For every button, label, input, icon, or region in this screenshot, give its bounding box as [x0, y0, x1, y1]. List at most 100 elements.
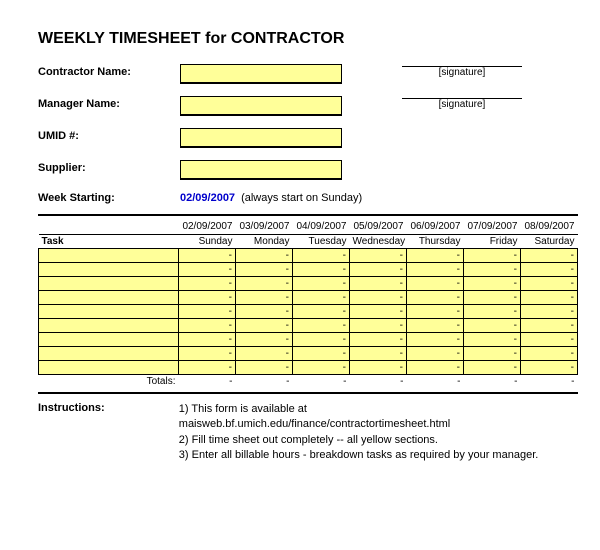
- hours-cell[interactable]: -: [179, 346, 236, 360]
- hours-cell[interactable]: -: [236, 346, 293, 360]
- date-col: 05/09/2007: [350, 220, 407, 234]
- hours-cell[interactable]: -: [236, 332, 293, 346]
- hours-cell[interactable]: -: [236, 276, 293, 290]
- task-cell[interactable]: [39, 360, 179, 374]
- umid-input[interactable]: [180, 128, 342, 148]
- hours-cell[interactable]: -: [407, 276, 464, 290]
- supplier-row: Supplier:: [38, 160, 578, 180]
- hours-cell[interactable]: -: [350, 248, 407, 262]
- totals-label: Totals:: [39, 374, 179, 388]
- total-cell: -: [179, 374, 236, 388]
- date-col: 06/09/2007: [407, 220, 464, 234]
- day-col: Thursday: [407, 234, 464, 248]
- total-cell: -: [521, 374, 578, 388]
- instruction-line: 2) Fill time sheet out completely -- all…: [179, 433, 578, 448]
- contractor-label: Contractor Name:: [38, 64, 180, 78]
- hours-cell[interactable]: -: [293, 276, 350, 290]
- date-col: 03/09/2007: [236, 220, 293, 234]
- hours-cell[interactable]: -: [521, 290, 578, 304]
- hours-cell[interactable]: -: [521, 332, 578, 346]
- timesheet-table: 02/09/2007 03/09/2007 04/09/2007 05/09/2…: [38, 220, 578, 388]
- task-cell[interactable]: [39, 262, 179, 276]
- hours-cell[interactable]: -: [236, 318, 293, 332]
- hours-cell[interactable]: -: [464, 360, 521, 374]
- hours-cell[interactable]: -: [407, 318, 464, 332]
- task-header: Task: [39, 234, 179, 248]
- hours-cell[interactable]: -: [293, 248, 350, 262]
- hours-cell[interactable]: -: [350, 304, 407, 318]
- hours-cell[interactable]: -: [179, 318, 236, 332]
- hours-cell[interactable]: -: [407, 290, 464, 304]
- hours-cell[interactable]: -: [464, 248, 521, 262]
- task-cell[interactable]: [39, 346, 179, 360]
- hours-cell[interactable]: -: [521, 248, 578, 262]
- table-row: -------: [39, 332, 578, 346]
- hours-cell[interactable]: -: [521, 304, 578, 318]
- hours-cell[interactable]: -: [464, 318, 521, 332]
- signature-label: [signature]: [439, 99, 486, 110]
- hours-cell[interactable]: -: [236, 248, 293, 262]
- hours-cell[interactable]: -: [293, 332, 350, 346]
- hours-cell[interactable]: -: [350, 360, 407, 374]
- hours-cell[interactable]: -: [464, 332, 521, 346]
- hours-cell[interactable]: -: [350, 332, 407, 346]
- hours-cell[interactable]: -: [293, 346, 350, 360]
- task-cell[interactable]: [39, 304, 179, 318]
- hours-cell[interactable]: -: [293, 262, 350, 276]
- hours-cell[interactable]: -: [293, 290, 350, 304]
- hours-cell[interactable]: -: [464, 262, 521, 276]
- supplier-input[interactable]: [180, 160, 342, 180]
- task-cell[interactable]: [39, 290, 179, 304]
- day-col: Tuesday: [293, 234, 350, 248]
- table-row: -------: [39, 360, 578, 374]
- week-starting-date[interactable]: 02/09/2007: [180, 192, 235, 204]
- supplier-label: Supplier:: [38, 160, 180, 174]
- hours-cell[interactable]: -: [179, 262, 236, 276]
- hours-cell[interactable]: -: [521, 262, 578, 276]
- task-cell[interactable]: [39, 276, 179, 290]
- hours-cell[interactable]: -: [179, 360, 236, 374]
- hours-cell[interactable]: -: [407, 332, 464, 346]
- hours-cell[interactable]: -: [407, 262, 464, 276]
- hours-cell[interactable]: -: [236, 360, 293, 374]
- task-cell[interactable]: [39, 248, 179, 262]
- hours-cell[interactable]: -: [464, 346, 521, 360]
- hours-cell[interactable]: -: [521, 360, 578, 374]
- hours-cell[interactable]: -: [179, 276, 236, 290]
- hours-cell[interactable]: -: [521, 346, 578, 360]
- hours-cell[interactable]: -: [464, 276, 521, 290]
- hours-cell[interactable]: -: [236, 262, 293, 276]
- hours-cell[interactable]: -: [179, 248, 236, 262]
- hours-cell[interactable]: -: [179, 304, 236, 318]
- hours-cell[interactable]: -: [407, 248, 464, 262]
- hours-cell[interactable]: -: [350, 346, 407, 360]
- hours-cell[interactable]: -: [293, 360, 350, 374]
- hours-cell[interactable]: -: [407, 360, 464, 374]
- week-starting-row: Week Starting: 02/09/2007 (always start …: [38, 192, 578, 204]
- hours-cell[interactable]: -: [350, 276, 407, 290]
- hours-cell[interactable]: -: [350, 290, 407, 304]
- hours-cell[interactable]: -: [350, 262, 407, 276]
- hours-cell[interactable]: -: [179, 332, 236, 346]
- table-row: -------: [39, 248, 578, 262]
- hours-cell[interactable]: -: [293, 318, 350, 332]
- instructions: Instructions: 1) This form is available …: [38, 402, 578, 464]
- hours-cell[interactable]: -: [236, 304, 293, 318]
- hours-cell[interactable]: -: [236, 290, 293, 304]
- task-cell[interactable]: [39, 318, 179, 332]
- day-col: Friday: [464, 234, 521, 248]
- hours-cell[interactable]: -: [293, 304, 350, 318]
- hours-cell[interactable]: -: [521, 276, 578, 290]
- contractor-input[interactable]: [180, 64, 342, 84]
- manager-input[interactable]: [180, 96, 342, 116]
- hours-cell[interactable]: -: [350, 318, 407, 332]
- timesheet-document: WEEKLY TIMESHEET for CONTRACTOR Contract…: [0, 0, 600, 474]
- hours-cell[interactable]: -: [179, 290, 236, 304]
- task-cell[interactable]: [39, 332, 179, 346]
- hours-cell[interactable]: -: [407, 304, 464, 318]
- hours-cell[interactable]: -: [407, 346, 464, 360]
- hours-cell[interactable]: -: [464, 290, 521, 304]
- hours-cell[interactable]: -: [521, 318, 578, 332]
- day-col: Wednesday: [350, 234, 407, 248]
- hours-cell[interactable]: -: [464, 304, 521, 318]
